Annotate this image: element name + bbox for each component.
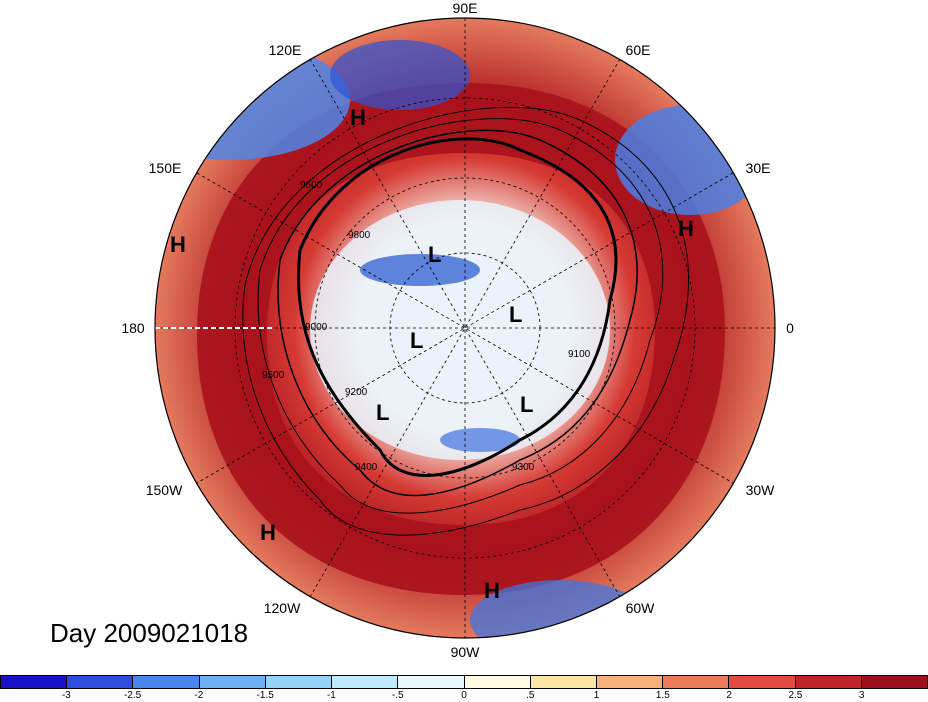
low-pressure-label: L bbox=[376, 400, 389, 425]
high-pressure-label: H bbox=[170, 232, 186, 257]
longitude-label-180: 180 bbox=[121, 320, 145, 336]
pressure-centers: H H H H H L L L L L bbox=[170, 105, 694, 603]
contour-label: 9600 bbox=[300, 180, 323, 191]
contour-label: 9000 bbox=[305, 322, 328, 333]
contour-label: 9800 bbox=[348, 230, 371, 241]
cold-pool-europe bbox=[615, 105, 765, 215]
colorbar-segment bbox=[265, 675, 333, 689]
graticule bbox=[155, 18, 775, 638]
date-title: Day 2009021018 bbox=[50, 618, 249, 648]
longitude-label-120w: 120W bbox=[263, 600, 301, 616]
colorbar-tick-label: 1 bbox=[593, 690, 600, 701]
colorbar-tick-label: 2 bbox=[726, 690, 732, 701]
colorbar-tick-label: -1.5 bbox=[256, 690, 274, 701]
map-boundary bbox=[154, 17, 776, 639]
low-pressure-label: L bbox=[509, 302, 522, 327]
colorbar-segment bbox=[464, 675, 531, 689]
longitude-label-90e: 90E bbox=[452, 0, 478, 16]
colorbar-segment bbox=[729, 675, 796, 689]
colorbar-segment bbox=[530, 675, 597, 689]
jet-contours bbox=[297, 137, 618, 477]
colorbar-tick-label: 0 bbox=[461, 690, 467, 701]
colorbar-tick-label: -2.5 bbox=[123, 690, 142, 701]
colorbar-segment bbox=[663, 675, 730, 689]
map-field: 9600 9500 9400 9300 9200 9100 9000 9800 bbox=[155, 18, 775, 638]
colorbar-segment bbox=[0, 675, 68, 689]
colorbar-tick-label: -3 bbox=[61, 690, 71, 701]
longitude-label-30w: 30W bbox=[745, 482, 775, 498]
high-pressure-label: H bbox=[350, 105, 366, 130]
colorbar-segment bbox=[861, 675, 928, 689]
colorbar-tick-label: -.5 bbox=[391, 690, 404, 701]
low-pressure-label: L bbox=[520, 392, 533, 417]
longitude-label-150e: 150E bbox=[148, 160, 182, 176]
longitude-label-30e: 30E bbox=[745, 160, 771, 176]
colorbar-segment bbox=[596, 675, 664, 689]
low-pressure-label: L bbox=[410, 328, 423, 353]
high-pressure-label: H bbox=[678, 216, 694, 241]
longitude-label-150w: 150W bbox=[145, 482, 183, 498]
longitude-label-90w: 90W bbox=[450, 644, 480, 660]
high-pressure-label: H bbox=[484, 578, 500, 603]
colorbar-tick-label: 2.5 bbox=[788, 690, 803, 701]
colorbar-segment bbox=[332, 675, 399, 689]
contour-label: 9200 bbox=[345, 387, 368, 398]
contour-label: 9100 bbox=[568, 349, 591, 360]
cold-pool-atlantic bbox=[470, 580, 650, 638]
colorbar-tick-label: .5 bbox=[526, 690, 535, 701]
contour-label: 9400 bbox=[355, 462, 378, 473]
colorbar-segment bbox=[199, 675, 266, 689]
colorbar-segment bbox=[67, 675, 134, 689]
colorbar-segment bbox=[398, 675, 465, 689]
longitude-label-60e: 60E bbox=[625, 42, 651, 58]
longitude-label-0: 0 bbox=[786, 320, 794, 336]
longitude-label-120e: 120E bbox=[268, 42, 302, 58]
cold-pool-east-asia bbox=[330, 40, 470, 110]
colorbar-tick-label: -2 bbox=[194, 690, 204, 701]
longitude-label-60w: 60W bbox=[625, 600, 655, 616]
colorbar-segment bbox=[133, 675, 200, 689]
colorbar-tick-label: 3 bbox=[858, 690, 865, 701]
colorbar-segment bbox=[795, 675, 862, 689]
contour-label: 9500 bbox=[262, 370, 285, 381]
cold-pool-west-pacific bbox=[155, 40, 350, 160]
colorbar-tick-label: -1 bbox=[326, 690, 336, 701]
colorbar-tick-label: 1.5 bbox=[655, 690, 670, 701]
high-pressure-label: H bbox=[260, 520, 276, 545]
core-cold-siberia bbox=[360, 254, 480, 286]
contour-label: 9300 bbox=[512, 462, 535, 473]
low-pressure-label: L bbox=[428, 242, 441, 267]
core-cold-canada bbox=[440, 428, 520, 452]
colorbar bbox=[0, 675, 928, 689]
